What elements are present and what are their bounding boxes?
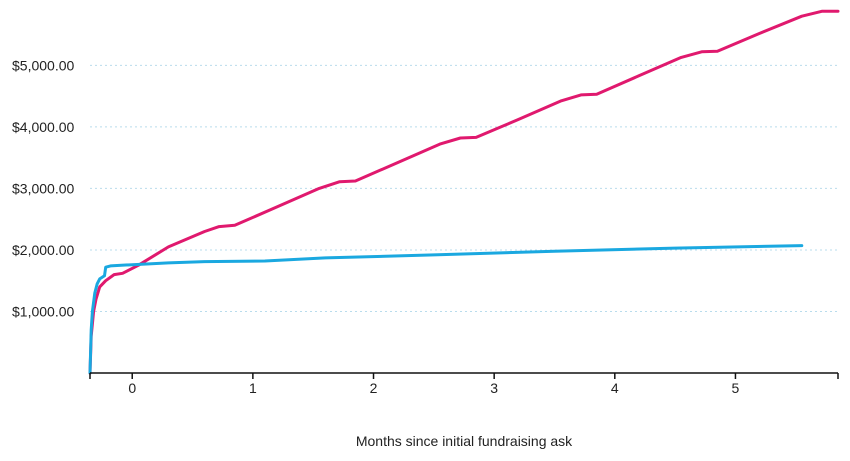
x-axis: 0 1 2 3 4 5 (89, 372, 839, 396)
y-tick-label: $2,000.00 (12, 242, 74, 258)
series-line-1 (88, 9, 840, 375)
series-lines (88, 9, 840, 375)
series-line-2 (88, 244, 804, 375)
y-tick-label: $3,000.00 (12, 180, 74, 196)
gridlines (90, 64, 838, 312)
y-tick-label: $1,000.00 (12, 303, 74, 319)
x-tick-label: 5 (732, 380, 740, 396)
x-tick-label: 0 (128, 380, 136, 396)
y-axis-tick-labels: $1,000.00 $2,000.00 $3,000.00 $4,000.00 $5,0… (12, 57, 74, 319)
x-tick-label: 1 (249, 380, 257, 396)
x-axis-title: Months since initial fundraising ask (356, 433, 573, 449)
y-tick-label: $5,000.00 (12, 57, 74, 73)
y-tick-label: $4,000.00 (12, 119, 74, 135)
x-tick-label: 2 (370, 380, 378, 396)
x-tick-label: 3 (490, 380, 498, 396)
x-tick-label: 4 (611, 380, 619, 396)
